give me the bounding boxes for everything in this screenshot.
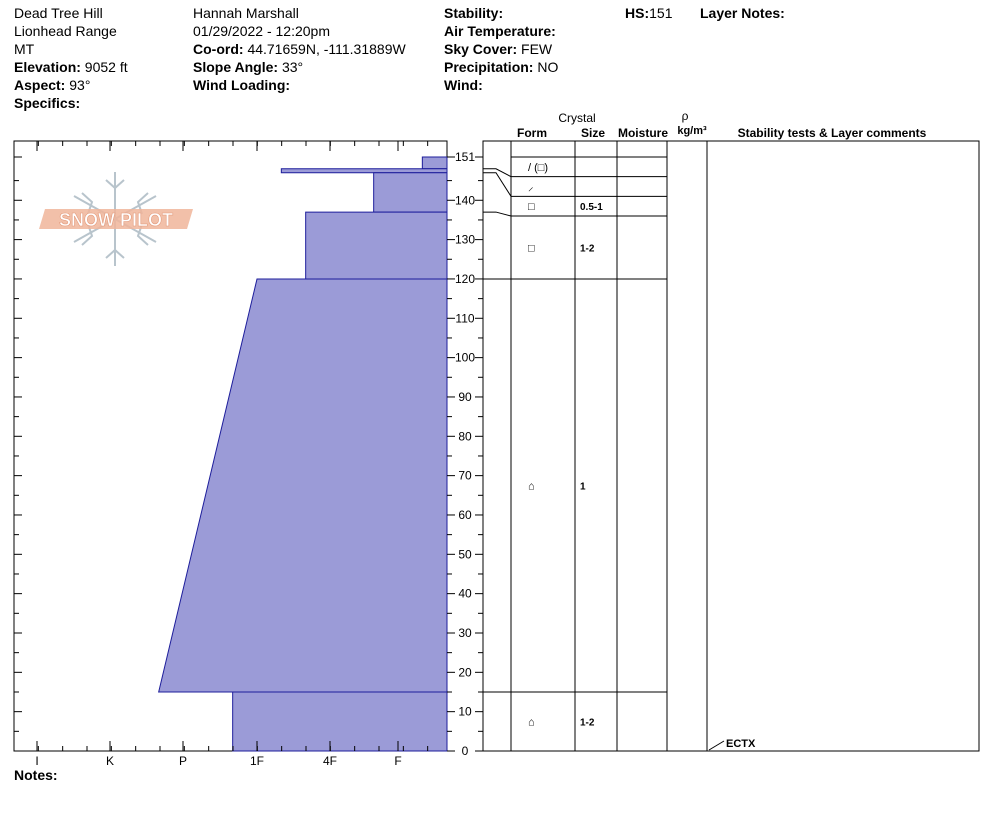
coord-field: Co-ord: 44.71659N, -111.31889W: [193, 40, 406, 58]
density-unit-header: kg/m³: [677, 125, 707, 137]
crystal-form-0: / (□): [528, 162, 548, 174]
specifics-label: Specifics:: [14, 95, 81, 111]
range-name: Lionhead Range: [14, 23, 117, 39]
aspect-label: Aspect:: [14, 77, 66, 93]
crystal-form-2: □: [528, 201, 535, 213]
height-tick-label-9: 90: [458, 390, 472, 404]
height-tick-label-4: 40: [458, 587, 472, 601]
height-tick-label-0: 0: [462, 744, 469, 758]
hardness-tick-label-0: I: [35, 754, 38, 768]
crystal-form-3: □: [528, 242, 535, 254]
location-name: Dead Tree Hill: [14, 5, 103, 21]
crystal-form-4: ⌂: [528, 480, 535, 492]
sky-value: FEW: [521, 41, 553, 57]
hardness-tick-label-5: F: [394, 754, 401, 768]
height-tick-label-10: 100: [455, 351, 475, 365]
sky-field: Sky Cover: FEW: [444, 40, 552, 58]
coord-value: 44.71659N, -111.31889W: [247, 41, 406, 57]
notes-label: Notes:: [14, 767, 58, 783]
height-tick-label-2: 20: [458, 665, 472, 679]
wind-loading-label: Wind Loading:: [193, 77, 291, 93]
layer-table-frame: [482, 140, 980, 752]
stability-test-pointer-0: [708, 740, 725, 751]
form-header: Form: [517, 126, 547, 140]
logo-text: SNOW PILOT: [59, 210, 173, 230]
crystal-form-5: ⌂: [528, 716, 535, 728]
aspect-value: 93°: [69, 77, 91, 93]
hardness-tick-label-3: 1F: [250, 754, 264, 768]
hardness-tick-label-4: 4F: [323, 754, 337, 768]
height-tick-label-3: 30: [458, 626, 472, 640]
air-temp-label: Air Temperature:: [444, 23, 556, 39]
layer-connector-3: [483, 211, 512, 217]
crystal-form-1: ⸝: [528, 182, 534, 194]
height-tick-label-13: 130: [455, 233, 475, 247]
crystal-header: Crystal: [558, 111, 595, 125]
height-tick-label-11: 110: [455, 311, 474, 325]
crystal-size-4: 1: [580, 481, 586, 492]
hs-label: HS:: [625, 5, 650, 21]
size-header: Size: [581, 126, 605, 140]
height-tick-label-5: 50: [458, 547, 472, 561]
layer-connector-2: [483, 172, 512, 197]
observer-name: Hannah Marshall: [193, 5, 299, 21]
layer-bar-5: [232, 691, 448, 752]
layer-bar-4: [158, 278, 448, 693]
crystal-size-3: 1-2: [580, 243, 595, 254]
slope-value: 33°: [281, 59, 304, 75]
precip-field: Precipitation: NO: [444, 58, 558, 76]
hs-field: HS:151: [625, 4, 672, 22]
state-name: MT: [14, 41, 35, 57]
height-tick-label-6: 60: [458, 508, 472, 522]
stability-label: Stability:: [444, 5, 504, 21]
layer-bar-0: [421, 156, 448, 170]
hs-value: 151: [649, 5, 673, 21]
moisture-header: Moisture: [618, 126, 668, 140]
hardness-tick-label-1: K: [106, 754, 114, 768]
layer-bar-3: [305, 211, 448, 280]
height-tick-label-8: 80: [458, 429, 472, 443]
aspect-field: Aspect: 93°: [14, 76, 90, 94]
elevation-field: Elevation: 9052 ft: [14, 58, 128, 76]
elevation-value: 9052 ft: [84, 59, 128, 75]
observation-datetime: 01/29/2022 - 12:20pm: [193, 23, 330, 39]
elevation-label: Elevation:: [14, 59, 81, 75]
precip-value: NO: [537, 59, 559, 75]
comments-header: Stability tests & Layer comments: [738, 126, 927, 140]
height-tick-label-7: 70: [458, 469, 472, 483]
precip-label: Precipitation:: [444, 59, 534, 75]
height-tick-label-1: 10: [458, 705, 472, 719]
stability-test-result-0: ECTX: [726, 738, 756, 750]
sky-label: Sky Cover:: [444, 41, 518, 57]
layer-bar-2: [373, 172, 448, 213]
slope-label: Slope Angle:: [193, 59, 279, 75]
rho-header: ρ: [682, 109, 689, 123]
coord-label: Co-ord:: [193, 41, 244, 57]
layer-connector-1: [483, 168, 512, 178]
logo-banner: [39, 209, 193, 229]
height-tick-label-15: 151: [455, 150, 475, 164]
wind-label: Wind:: [444, 77, 483, 93]
height-tick-label-14: 140: [455, 193, 475, 207]
layer-notes-label: Layer Notes:: [700, 5, 785, 21]
slope-field: Slope Angle: 33°: [193, 58, 303, 76]
crystal-size-5: 1-2: [580, 717, 595, 728]
snowpilot-logo: SNOW PILOT: [39, 172, 193, 266]
height-tick-label-12: 120: [455, 272, 475, 286]
crystal-size-2: 0.5-1: [580, 202, 603, 213]
hardness-tick-label-2: P: [179, 754, 187, 768]
layer-bar-1: [280, 168, 448, 174]
